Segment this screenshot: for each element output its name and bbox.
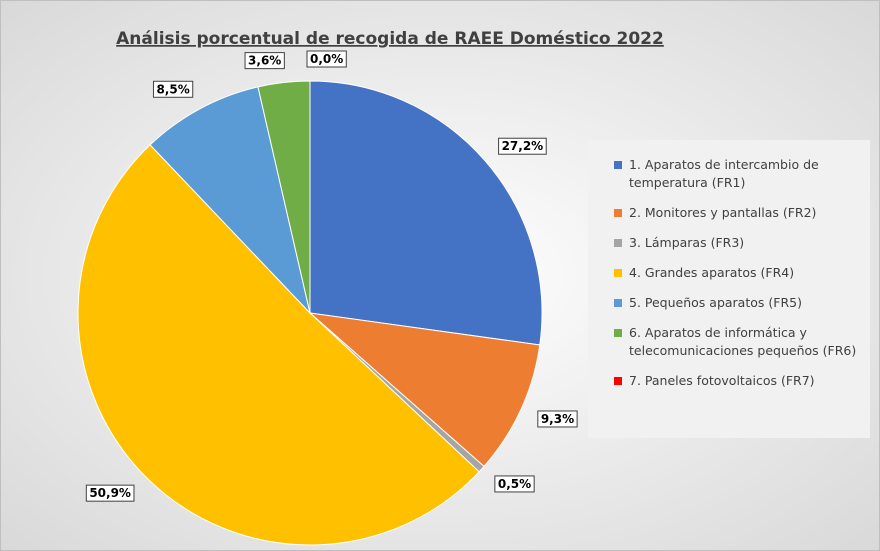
legend-swatch xyxy=(614,299,622,307)
data-label-box xyxy=(498,137,547,155)
legend-item: 1. Aparatos de intercambio de temperatur… xyxy=(614,156,860,192)
legend-label: 2. Monitores y pantallas (FR2) xyxy=(629,205,817,220)
legend-label: 6. Aparatos de informática y telecomunic… xyxy=(629,325,857,358)
pie-slice xyxy=(77,144,480,546)
data-label-box xyxy=(152,80,194,98)
legend-label: 1. Aparatos de intercambio de temperatur… xyxy=(629,157,819,190)
legend-label: 3. Lámparas (FR3) xyxy=(629,235,745,250)
data-label: 3,6% xyxy=(248,54,281,68)
legend-item: 7. Paneles fotovoltaicos (FR7) xyxy=(614,372,860,390)
data-label: 0,5% xyxy=(498,477,531,491)
pie-slice xyxy=(309,80,543,346)
data-label-box xyxy=(494,475,535,493)
legend-swatch xyxy=(614,269,622,277)
data-label-box xyxy=(85,484,135,502)
legend-swatch xyxy=(614,239,622,247)
legend-swatch xyxy=(614,161,622,169)
data-label: 27,2% xyxy=(502,139,544,153)
legend-item: 6. Aparatos de informática y telecomunic… xyxy=(614,324,860,360)
legend-swatch xyxy=(614,209,622,217)
legend-label: 5. Pequeños aparatos (FR5) xyxy=(629,295,802,310)
data-label-box xyxy=(244,52,285,70)
data-label: 50,9% xyxy=(89,486,131,500)
legend-swatch xyxy=(614,329,622,337)
pie-slice xyxy=(308,312,541,468)
data-label: 8,5% xyxy=(156,82,189,96)
chart-title: Análisis porcentual de recogida de RAEE … xyxy=(116,29,664,49)
data-label: 0,0% xyxy=(310,52,343,66)
legend-label: 7. Paneles fotovoltaicos (FR7) xyxy=(629,373,815,388)
pie-slice xyxy=(149,86,311,315)
legend-item: 4. Grandes aparatos (FR4) xyxy=(614,264,860,282)
legend-item: 3. Lámparas (FR3) xyxy=(614,234,860,252)
legend-label: 4. Grandes aparatos (FR4) xyxy=(629,265,795,280)
data-label-box xyxy=(537,410,578,428)
data-label-box xyxy=(306,50,347,68)
pie-slice xyxy=(257,80,311,314)
legend-item: 5. Pequeños aparatos (FR5) xyxy=(614,294,860,312)
legend: 1. Aparatos de intercambio de temperatur… xyxy=(588,140,870,438)
legend-swatch xyxy=(614,377,622,385)
legend-item: 2. Monitores y pantallas (FR2) xyxy=(614,204,860,222)
data-label: 9,3% xyxy=(541,412,574,426)
